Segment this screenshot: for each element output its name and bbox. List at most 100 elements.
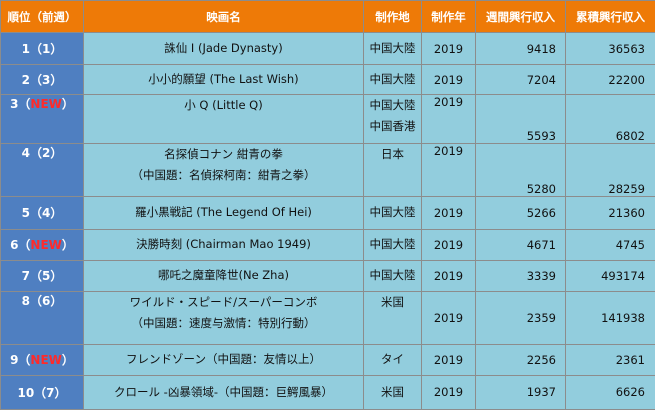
total-revenue-cell: 2361	[565, 343, 655, 376]
title-cell: クロール -凶暴領域-（中国題：巨鰐風暴）	[83, 374, 364, 410]
table-body: 1（1） 誅仙 I (Jade Dynasty) 中国大陸 2019 9418 …	[0, 31, 655, 410]
total-revenue-cell: 493174	[565, 259, 655, 292]
title-line: 哪吒之魔童降世(Ne Zha)	[157, 268, 290, 283]
weekly-revenue-cell: 4671	[475, 228, 566, 261]
table-row: 4（2） 名探偵コナン 紺青の拳 （中国題：名偵探柯南：紺青之拳） 日本 2019…	[0, 143, 655, 198]
total-revenue-cell: 22200	[565, 64, 655, 96]
title-cell: 哪吒之魔童降世(Ne Zha)	[83, 259, 364, 292]
country-line: 日本	[381, 147, 404, 162]
country-line: 中国大陸	[369, 41, 416, 56]
rank-close: ）	[61, 238, 74, 253]
weekly-revenue-cell: 2256	[475, 343, 566, 376]
title-cell: 羅小黒戦記 (The Legend Of Hei)	[83, 196, 364, 230]
table-header: 順位（前週） 映画名 制作地 制作年 週間興行収入 累積興行収入	[0, 0, 655, 33]
table-row: 8（6） ワイルド・スピード/スーパーコンボ （中国題：速度与激情：特別行動） 米…	[0, 290, 655, 345]
header-country[interactable]: 制作地	[363, 0, 422, 33]
year-cell: 2019	[421, 228, 476, 261]
title-line-2: （中国題：名偵探柯南：紺青之拳）	[131, 168, 316, 183]
weekly-revenue-cell: 5266	[475, 196, 566, 230]
year-cell: 2019	[421, 143, 476, 198]
rank-cell: 8（6）	[0, 290, 84, 345]
country-cell: 中国大陸	[363, 64, 422, 96]
country-line-2: 中国香港	[369, 119, 416, 134]
total-revenue-cell: 21360	[565, 196, 655, 230]
year-cell: 2019	[421, 31, 476, 66]
rank-cell: 7（5）	[0, 259, 84, 292]
table-row: 9（NEW） フレンドゾーン（中国題：友情以上） タイ 2019 2256 23…	[0, 343, 655, 376]
country-cell: 米国	[363, 374, 422, 410]
title-line: 小小的願望 (The Last Wish)	[148, 72, 299, 87]
total-revenue-cell: 36563	[565, 31, 655, 66]
weekly-revenue-cell: 7204	[475, 64, 566, 96]
country-line: 中国大陸	[369, 72, 416, 87]
total-revenue-cell: 4745	[565, 228, 655, 261]
header-row: 順位（前週） 映画名 制作地 制作年 週間興行収入 累積興行収入	[0, 0, 655, 33]
year-cell: 2019	[421, 343, 476, 376]
country-line: 米国	[381, 384, 404, 399]
title-line: 羅小黒戦記 (The Legend Of Hei)	[135, 205, 312, 220]
title-cell: 名探偵コナン 紺青の拳 （中国題：名偵探柯南：紺青之拳）	[83, 143, 364, 198]
country-cell: 日本	[363, 143, 422, 198]
title-cell: 誅仙 I (Jade Dynasty)	[83, 31, 364, 66]
title-cell: 小小的願望 (The Last Wish)	[83, 64, 364, 96]
table-row: 3（NEW） 小 Q (Little Q) 中国大陸中国香港 2019 5593…	[0, 94, 655, 145]
table-row: 5（4） 羅小黒戦記 (The Legend Of Hei) 中国大陸 2019…	[0, 196, 655, 230]
title-cell: ワイルド・スピード/スーパーコンボ （中国題：速度与激情：特別行動）	[83, 290, 364, 345]
rank-cell: 5（4）	[0, 196, 84, 230]
country-cell: 米国	[363, 290, 422, 345]
table-row: 10（7） クロール -凶暴領域-（中国題：巨鰐風暴） 米国 2019 1937…	[0, 374, 655, 410]
weekly-revenue-cell: 5593	[475, 94, 566, 145]
title-line: 決勝時刻 (Chairman Mao 1949)	[136, 237, 311, 252]
year-cell: 2019	[421, 259, 476, 292]
rank-cell: 3（NEW）	[0, 94, 84, 145]
header-title[interactable]: 映画名	[83, 0, 364, 33]
title-line-2: （中国題：速度与激情：特別行動）	[131, 315, 316, 330]
year-cell: 2019	[421, 374, 476, 410]
country-line: 中国大陸	[369, 268, 416, 283]
weekly-revenue-cell: 9418	[475, 31, 566, 66]
rank-cell: 4（2）	[0, 143, 84, 198]
rank-close: ）	[61, 353, 74, 368]
title-line: 名探偵コナン 紺青の拳	[164, 147, 283, 162]
country-cell: 中国大陸	[363, 31, 422, 66]
header-year[interactable]: 制作年	[421, 0, 476, 33]
total-revenue-cell: 6802	[565, 94, 655, 145]
title-cell: 決勝時刻 (Chairman Mao 1949)	[83, 228, 364, 261]
weekly-revenue-cell: 5280	[475, 143, 566, 198]
weekly-revenue-cell: 2359	[475, 290, 566, 345]
year-cell: 2019	[421, 196, 476, 230]
header-weekly-revenue[interactable]: 週間興行収入	[475, 0, 566, 33]
rank-cell: 9（NEW）	[0, 343, 84, 376]
rank-number: 9（	[10, 353, 31, 368]
country-line: 米国	[381, 294, 404, 309]
country-line: 中国大陸	[369, 237, 416, 252]
total-revenue-cell: 141938	[565, 290, 655, 345]
total-revenue-cell: 6626	[565, 374, 655, 410]
country-cell: 中国大陸	[363, 228, 422, 261]
new-badge: NEW	[30, 353, 62, 368]
year-cell: 2019	[421, 94, 476, 145]
weekly-revenue-cell: 1937	[475, 374, 566, 410]
country-cell: 中国大陸	[363, 196, 422, 230]
country-cell: タイ	[363, 343, 422, 376]
rank-cell: 2（3）	[0, 64, 84, 96]
total-revenue-cell: 28259	[565, 143, 655, 198]
title-line: 小 Q (Little Q)	[184, 98, 263, 113]
table-row: 2（3） 小小的願望 (The Last Wish) 中国大陸 2019 720…	[0, 64, 655, 96]
title-line: 誅仙 I (Jade Dynasty)	[164, 41, 283, 56]
title-line: フレンドゾーン（中国題：友情以上）	[126, 352, 321, 367]
year-cell: 2019	[421, 64, 476, 96]
table-row: 1（1） 誅仙 I (Jade Dynasty) 中国大陸 2019 9418 …	[0, 31, 655, 66]
title-cell: 小 Q (Little Q)	[83, 94, 364, 145]
country-line: 中国大陸	[369, 98, 416, 113]
new-badge: NEW	[30, 238, 62, 253]
country-cell: 中国大陸 中国香港	[363, 94, 422, 145]
rank-close: ）	[61, 97, 74, 112]
header-rank[interactable]: 順位（前週）	[0, 0, 84, 33]
new-badge: NEW	[30, 97, 62, 112]
header-total-revenue[interactable]: 累積興行収入	[565, 0, 655, 33]
rank-number: 3（	[10, 97, 31, 112]
title-line: クロール -凶暴領域-（中国題：巨鰐風暴）	[114, 384, 333, 399]
title-cell: フレンドゾーン（中国題：友情以上）	[83, 343, 364, 376]
